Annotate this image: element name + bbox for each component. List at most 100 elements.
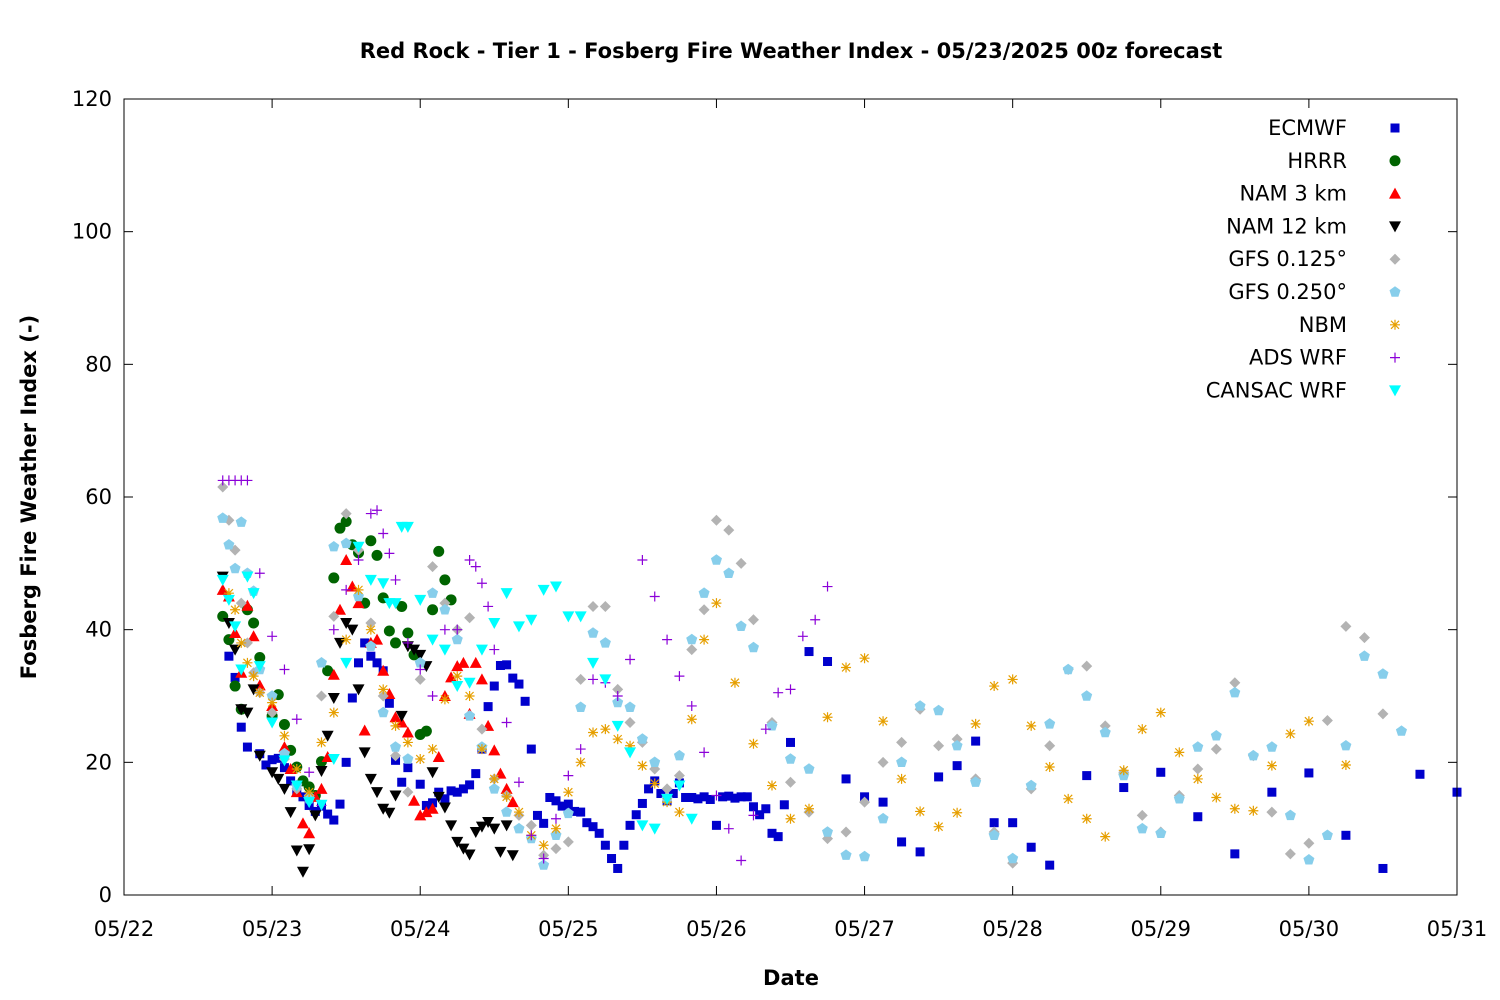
data-point xyxy=(489,773,500,784)
data-point xyxy=(290,845,303,857)
y-tick-label: 60 xyxy=(85,485,112,509)
data-point xyxy=(383,625,395,637)
data-point xyxy=(1174,747,1185,758)
data-point xyxy=(748,810,759,821)
data-point xyxy=(952,761,962,771)
data-point xyxy=(649,756,661,767)
data-point xyxy=(625,654,636,665)
data-point xyxy=(575,673,587,685)
data-point xyxy=(760,724,771,735)
data-point xyxy=(588,727,599,738)
data-point xyxy=(420,725,432,737)
data-point xyxy=(587,627,599,638)
data-point xyxy=(748,802,758,812)
data-point xyxy=(804,647,814,657)
data-point xyxy=(278,719,290,731)
data-point xyxy=(216,574,229,586)
data-point xyxy=(463,849,476,861)
data-point xyxy=(1395,725,1407,736)
data-point xyxy=(364,574,377,586)
data-point xyxy=(278,783,291,795)
data-point xyxy=(557,801,567,811)
data-point xyxy=(216,583,229,595)
data-point xyxy=(1044,761,1055,772)
data-point xyxy=(475,644,488,656)
series-nam-3-km xyxy=(216,554,519,839)
x-axis-title: Date xyxy=(763,966,819,990)
legend-marker xyxy=(1390,123,1400,133)
data-point xyxy=(495,660,505,670)
data-point xyxy=(594,828,604,838)
data-point xyxy=(1137,724,1148,735)
data-point xyxy=(253,750,266,762)
x-tick-label: 05/25 xyxy=(538,917,599,941)
data-point xyxy=(229,680,241,692)
data-point xyxy=(1267,787,1277,797)
data-point xyxy=(685,813,698,825)
data-point xyxy=(488,823,501,835)
data-point xyxy=(506,850,519,862)
data-point xyxy=(575,701,587,712)
data-point xyxy=(1026,842,1036,852)
data-point xyxy=(1230,849,1240,859)
data-point xyxy=(656,789,666,799)
data-point xyxy=(451,681,464,693)
data-point xyxy=(224,651,234,661)
data-point xyxy=(1136,822,1148,834)
data-point xyxy=(390,741,402,752)
data-point xyxy=(785,753,796,764)
data-point xyxy=(699,792,709,802)
data-point xyxy=(1192,773,1203,784)
data-point xyxy=(475,673,488,685)
data-point xyxy=(681,792,691,802)
plot-frame xyxy=(123,98,1458,896)
data-point xyxy=(1304,768,1314,778)
data-point xyxy=(730,793,740,803)
x-tick-label: 05/30 xyxy=(1279,917,1340,941)
legend-marker xyxy=(1389,187,1401,199)
data-point xyxy=(241,571,254,583)
data-point xyxy=(296,817,309,829)
data-point xyxy=(408,644,421,656)
data-point xyxy=(1266,741,1278,752)
legend-marker xyxy=(1390,319,1400,330)
data-point xyxy=(525,614,538,626)
data-point xyxy=(1284,848,1296,860)
data-point xyxy=(353,555,364,566)
data-point xyxy=(1321,829,1333,840)
data-point xyxy=(377,664,390,676)
data-point xyxy=(970,776,982,787)
data-point xyxy=(389,790,402,802)
data-point xyxy=(402,786,414,798)
data-point xyxy=(699,747,710,758)
data-point xyxy=(403,763,413,773)
data-point xyxy=(1156,767,1166,777)
data-point xyxy=(254,652,266,664)
data-point xyxy=(1008,818,1018,828)
data-point xyxy=(698,587,710,598)
data-point xyxy=(599,600,611,612)
data-point xyxy=(482,817,495,829)
data-point xyxy=(433,545,445,557)
data-point xyxy=(766,780,777,791)
data-point xyxy=(810,614,821,625)
data-point xyxy=(439,574,451,586)
x-tick-label: 05/29 xyxy=(1131,917,1192,941)
x-tick-label: 05/23 xyxy=(242,917,303,941)
data-point xyxy=(619,840,629,850)
legend-label: HRRR xyxy=(1287,149,1347,173)
data-point xyxy=(464,612,476,624)
data-point xyxy=(1193,812,1203,822)
data-point xyxy=(427,604,439,616)
data-point xyxy=(1099,726,1111,738)
data-point xyxy=(840,826,852,838)
data-point xyxy=(803,763,815,774)
data-point xyxy=(779,800,789,810)
data-point xyxy=(328,610,340,622)
data-point xyxy=(279,763,289,773)
data-point xyxy=(452,624,463,635)
data-point xyxy=(637,555,648,566)
data-point xyxy=(520,696,530,706)
data-point xyxy=(1045,860,1055,870)
